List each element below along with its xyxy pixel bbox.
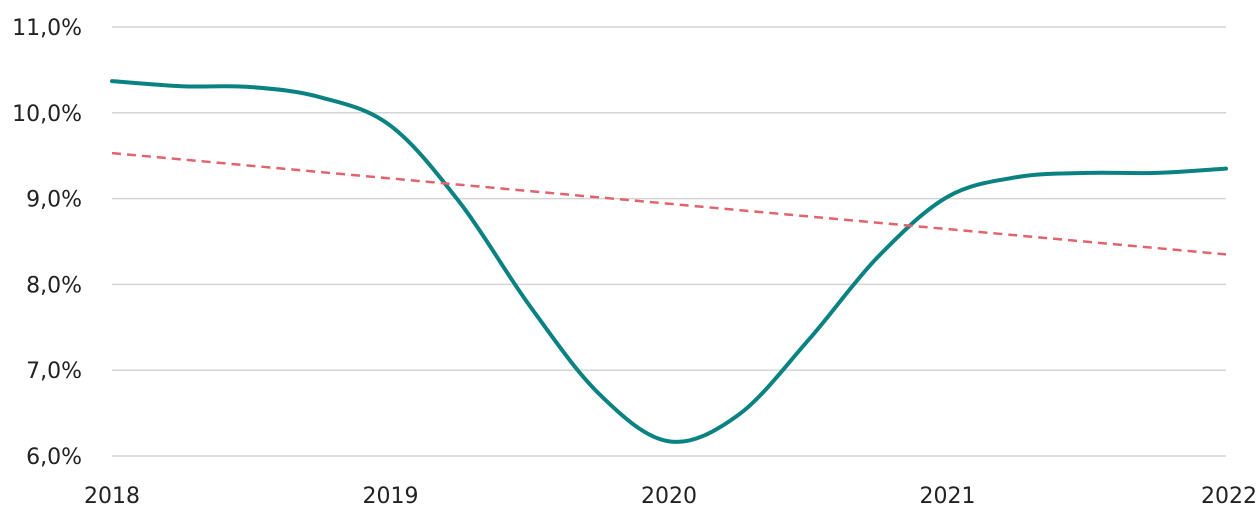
- main-series-line: [110, 79, 1228, 444]
- trendline-series: [111, 151, 1227, 256]
- y-tick-label: 8,0%: [26, 273, 82, 298]
- x-tick-label: 2019: [363, 484, 419, 509]
- x-tick-label: 2018: [84, 484, 140, 509]
- x-tick-label: 2020: [641, 484, 697, 509]
- y-tick-label: 9,0%: [26, 188, 82, 213]
- y-axis-labels: 6,0% 7,0% 8,0% 9,0% 10,0% 11,0%: [12, 16, 82, 470]
- y-tick-label: 7,0%: [26, 359, 82, 384]
- x-tick-label: 2021: [920, 484, 976, 509]
- y-tick-label: 6,0%: [26, 445, 82, 470]
- y-tick-label: 10,0%: [12, 102, 82, 127]
- y-tick-label: 11,0%: [12, 16, 82, 41]
- series-layer: [110, 79, 1228, 444]
- x-tick-label: 2022: [1201, 484, 1257, 509]
- gridlines: [112, 26, 1226, 457]
- x-axis-labels: 2018 2019 2020 2021 2022: [84, 484, 1257, 509]
